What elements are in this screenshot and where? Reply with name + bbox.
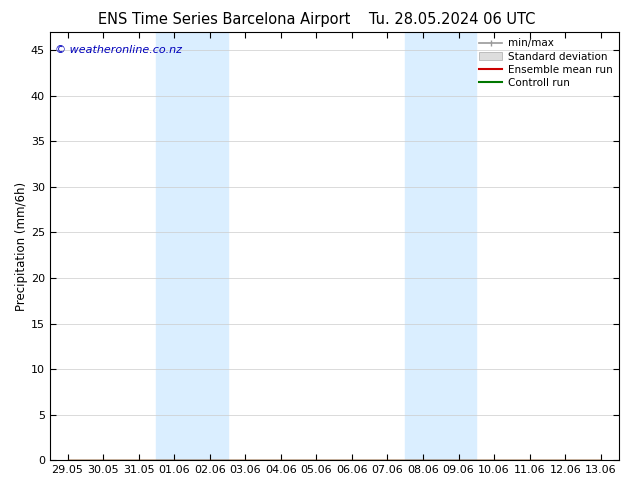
- Bar: [405, 32, 476, 460]
- Text: © weatheronline.co.nz: © weatheronline.co.nz: [55, 45, 183, 55]
- Legend: min/max, Standard deviation, Ensemble mean run, Controll run: min/max, Standard deviation, Ensemble me…: [476, 34, 616, 92]
- Text: ENS Time Series Barcelona Airport    Tu. 28.05.2024 06 UTC: ENS Time Series Barcelona Airport Tu. 28…: [98, 12, 536, 27]
- Y-axis label: Precipitation (mm/6h): Precipitation (mm/6h): [15, 182, 28, 311]
- Bar: [157, 32, 228, 460]
